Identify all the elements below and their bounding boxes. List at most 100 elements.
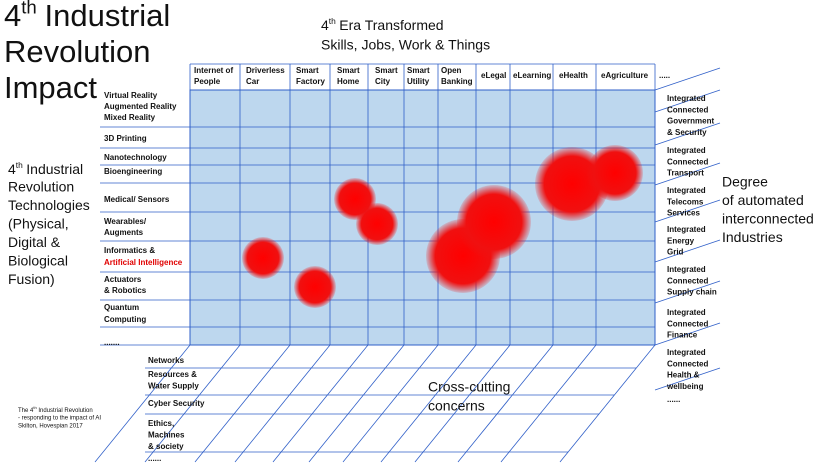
industry-label: Connected	[667, 276, 708, 285]
industry-label: Connected	[667, 157, 708, 166]
industry-label: Integrated	[667, 94, 706, 103]
column-header: Banking	[441, 77, 473, 86]
floor-line	[272, 344, 369, 463]
concerns-heading: Cross-cutting	[428, 379, 510, 395]
row-label: Informatics &	[104, 246, 155, 255]
floor-line	[234, 344, 331, 463]
concern-label: Networks	[148, 356, 185, 365]
industry-label: Integrated	[667, 348, 706, 357]
grid-line	[654, 239, 721, 263]
concern-label: Resources &	[148, 370, 197, 379]
title: Impact	[4, 70, 97, 105]
row-label: Bioengineering	[104, 167, 162, 176]
column-header: City	[375, 77, 391, 86]
bubble	[457, 185, 531, 259]
row-label: Medical/ Sensors	[104, 195, 170, 204]
column-header: .....	[659, 71, 670, 80]
column-header: eAgriculture	[601, 71, 649, 80]
grid-line	[654, 280, 721, 304]
bubble	[356, 203, 398, 245]
superscript: th	[33, 405, 36, 410]
row-label: Augmented Reality	[104, 102, 177, 111]
ordinal: 4	[8, 161, 16, 177]
cross-cutting-grid	[94, 344, 656, 463]
floor-line	[342, 344, 439, 463]
row-label: & Robotics	[104, 286, 147, 295]
grid-line	[654, 367, 721, 391]
text: Industrial	[45, 0, 171, 33]
citation: Industrial Revolution	[37, 408, 93, 414]
column-header: People	[194, 77, 221, 86]
row-label: Mixed Reality	[104, 113, 156, 122]
grid-line	[654, 122, 721, 146]
tech-heading: Biological	[8, 253, 68, 269]
industry-label: Supply chain	[667, 288, 717, 297]
floor-line	[194, 344, 291, 463]
industry-label: Integrated	[667, 225, 706, 234]
row-label: Wearables/	[104, 217, 147, 226]
column-header: Internet of	[194, 66, 233, 75]
text: Era Transformed	[339, 17, 443, 33]
concern-label: Water Supply	[148, 382, 199, 391]
industry-label: Energy	[667, 236, 695, 245]
concern-label: Ethics,	[148, 419, 174, 428]
floor-line	[380, 344, 477, 463]
tech-heading: Technologies	[8, 197, 90, 213]
bubble	[294, 266, 336, 308]
row-label: Artificial Intelligence	[104, 258, 183, 267]
degree-label: Degree	[722, 174, 768, 190]
industry-label: wellbeing	[666, 382, 704, 391]
row-label: Virtual Reality	[104, 91, 158, 100]
text: Industrial	[26, 161, 83, 177]
industry-label: Health &	[667, 371, 700, 380]
column-header: Car	[246, 77, 259, 86]
era-heading: 4th Era Transformed	[321, 16, 444, 33]
industry-label: Connected	[667, 359, 708, 368]
degree-label: interconnected	[722, 211, 814, 227]
column-header: eHealth	[559, 71, 588, 80]
industry-label: Connected	[667, 319, 708, 328]
column-header: Open	[441, 66, 462, 75]
row-label: Nanotechnology	[104, 153, 167, 162]
row-label: Augments	[104, 228, 144, 237]
concerns-heading: concerns	[428, 398, 485, 414]
tech-heading: Fusion)	[8, 271, 55, 287]
citation: - responding to the impact of AI	[18, 416, 101, 422]
superscript: th	[21, 0, 37, 18]
grid-line	[654, 322, 721, 346]
era-heading: Skills, Jobs, Work & Things	[321, 37, 490, 53]
superscript: th	[329, 16, 336, 26]
concern-label: & society	[148, 442, 184, 451]
bubbles	[242, 145, 643, 308]
citation: Skilton, Hovespian 2017	[18, 424, 83, 430]
row-label: Actuators	[104, 275, 142, 284]
industry-label: Integrated	[667, 265, 706, 274]
industry-label: & Security	[667, 128, 707, 137]
industry-label: Government	[667, 117, 714, 126]
industry-label: Transport	[667, 169, 704, 178]
column-header: Smart	[296, 66, 319, 75]
column-header: eLegal	[481, 71, 506, 80]
industry-label: Integrated	[667, 308, 706, 317]
column-header: Driverless	[246, 66, 285, 75]
industry-label: Integrated	[667, 186, 706, 195]
citation: The 4th Industrial Revolution	[18, 405, 93, 414]
ordinal: 4	[321, 17, 329, 33]
column-header: Factory	[296, 77, 325, 86]
degree-label: Industries	[722, 229, 783, 245]
industry-label: Services	[667, 209, 700, 218]
tech-heading: (Physical,	[8, 216, 69, 232]
industry-label: Integrated	[667, 146, 706, 155]
column-header: Home	[337, 77, 360, 86]
industry-label: Grid	[667, 248, 684, 257]
floor-line	[94, 344, 191, 463]
concern-label: Machines	[148, 431, 185, 440]
grid-line	[654, 162, 721, 186]
industry-label: Finance	[667, 331, 698, 340]
title: Revolution	[4, 34, 150, 69]
floor-line	[457, 344, 554, 463]
superscript: th	[16, 160, 23, 170]
row-label: 3D Printing	[104, 134, 147, 143]
title: 4th Industrial	[4, 0, 170, 33]
